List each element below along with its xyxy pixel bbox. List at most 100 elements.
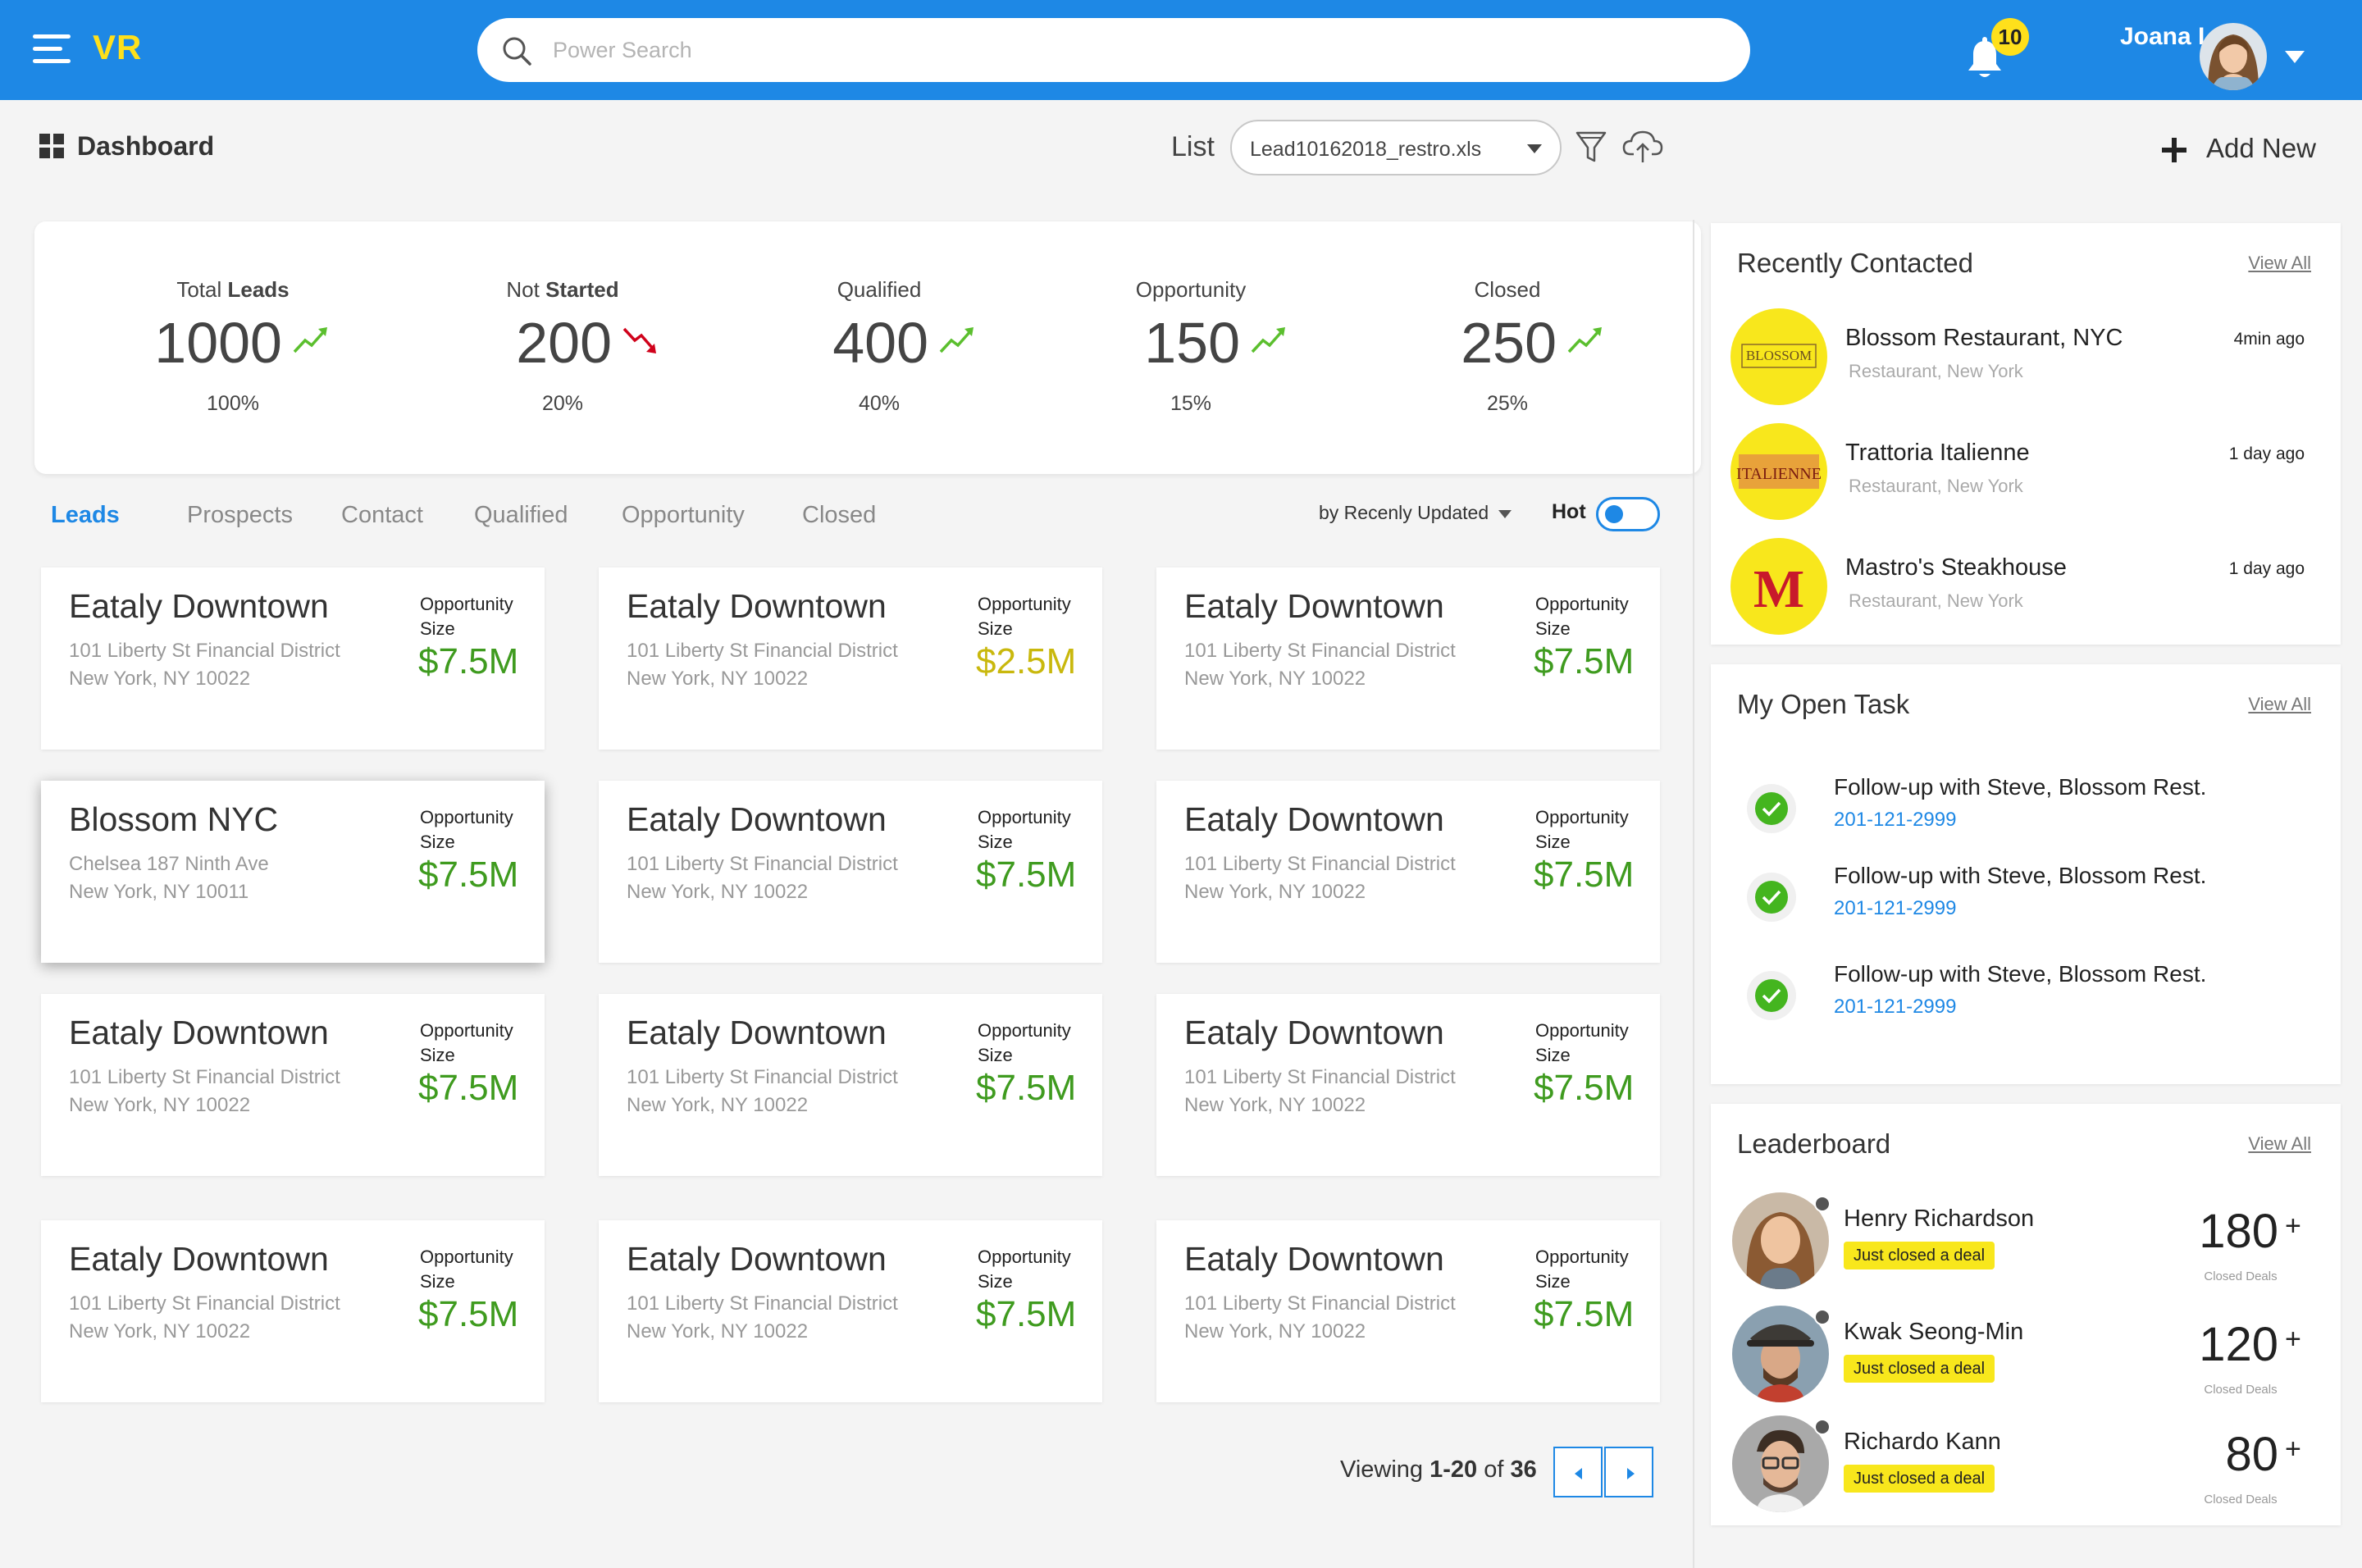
task-phone-link[interactable]: 201-121-2999 — [1834, 897, 1957, 919]
status-dot — [1814, 1419, 1831, 1435]
avatar[interactable] — [1732, 1306, 1829, 1402]
lead-address-line2: New York, NY 10022 — [1184, 1320, 1366, 1342]
closed-deals-caption: Closed Deals — [2204, 1383, 2278, 1397]
task-item: Follow-up with Steve, Blossom Rest. 201-… — [1747, 861, 2321, 943]
search-input[interactable] — [553, 28, 1717, 72]
chevron-left-icon — [1575, 1468, 1582, 1479]
lead-name: Eataly Downtown — [627, 1240, 887, 1278]
tab-qualified[interactable]: Qualified — [474, 502, 568, 528]
leader-name: Kwak Seong-Min — [1844, 1319, 2024, 1345]
stat-total-leads[interactable]: Total Leads 1000 100% — [110, 221, 356, 474]
opportunity-amount: $7.5M — [1534, 641, 1635, 681]
sort-dropdown[interactable]: by Recenly Updated — [1319, 502, 1512, 524]
stat-qualified[interactable]: Qualified 400 40% — [756, 221, 1002, 474]
task-phone-link[interactable]: 201-121-2999 — [1834, 809, 1957, 831]
leaderboard-entry: Kwak Seong-Min Just closed a deal 120 + … — [1732, 1306, 2323, 1404]
opportunity-amount: $7.5M — [976, 855, 1077, 895]
lead-name: Eataly Downtown — [69, 1240, 329, 1278]
stat-percent: 15% — [1170, 392, 1212, 415]
lead-card[interactable]: Eataly Downtown 101 Liberty St Financial … — [599, 994, 1102, 1176]
tab-closed[interactable]: Closed — [802, 502, 877, 528]
lead-name: Eataly Downtown — [1184, 1240, 1444, 1278]
lead-address-line1: 101 Liberty St Financial District — [1184, 1066, 1456, 1088]
cloud-upload-icon[interactable] — [1622, 128, 1663, 164]
logo-wordmark: BLOSSOM — [1746, 348, 1812, 363]
contact-name: Mastro's Steakhouse — [1845, 554, 2067, 581]
avatar[interactable] — [1732, 1192, 1829, 1289]
leader-name: Richardo Kann — [1844, 1429, 2001, 1455]
list-file-select[interactable]: Lead10162018_restro.xls — [1230, 120, 1562, 175]
opportunity-size-label: Opportunity Size — [1535, 594, 1629, 639]
prev-page-button[interactable] — [1553, 1447, 1603, 1497]
trend-up-icon — [293, 327, 327, 353]
view-all-link[interactable]: View All — [2248, 1133, 2311, 1154]
opportunity-amount: $7.5M — [1534, 855, 1635, 895]
filter-icon[interactable] — [1575, 130, 1607, 166]
avatar[interactable] — [1732, 1415, 1829, 1512]
leaderboard-entry: Henry Richardson Just closed a deal 180 … — [1732, 1192, 2323, 1291]
bell-icon[interactable] — [1965, 36, 2004, 82]
tab-opportunity[interactable]: Opportunity — [622, 502, 745, 528]
lead-card[interactable]: Eataly Downtown 101 Liberty St Financial … — [1156, 781, 1660, 963]
lead-card[interactable]: Blossom NYC Chelsea 187 Ninth Ave New York… — [41, 781, 545, 963]
lead-address-line1: 101 Liberty St Financial District — [1184, 853, 1456, 875]
lead-name: Eataly Downtown — [627, 800, 887, 838]
stat-not-started[interactable]: Not Started 200 20% — [440, 221, 686, 474]
recent-contact-item[interactable]: BLOSSOM Blossom Restaurant, NYC Restaura… — [1730, 308, 2321, 407]
opportunity-size-label: Opportunity Size — [1535, 1247, 1629, 1292]
opportunity-size-label: Opportunity Size — [420, 594, 513, 639]
lead-card[interactable]: Eataly Downtown 101 Liberty St Financial … — [1156, 567, 1660, 750]
stat-closed[interactable]: Closed 250 25% — [1384, 221, 1630, 474]
lead-card[interactable]: Eataly Downtown 101 Liberty St Financial … — [41, 1220, 545, 1402]
contact-category: Restaurant, New York — [1849, 476, 2023, 496]
power-search[interactable] — [477, 18, 1750, 82]
next-page-button[interactable] — [1604, 1447, 1653, 1497]
stat-label: Closed — [1474, 277, 1541, 302]
dashboard-grid-icon — [39, 134, 64, 158]
contact-category: Restaurant, New York — [1849, 361, 2023, 381]
logo-wordmark: M — [1753, 559, 1804, 619]
check-circle-icon[interactable] — [1747, 873, 1796, 922]
task-item: Follow-up with Steve, Blossom Rest. 201-… — [1747, 773, 2321, 855]
lead-name: Eataly Downtown — [1184, 587, 1444, 625]
lead-card[interactable]: Eataly Downtown 101 Liberty St Financial … — [41, 567, 545, 750]
lead-address-line1: 101 Liberty St Financial District — [1184, 640, 1456, 662]
stat-percent: 100% — [207, 392, 259, 415]
list-file-value: Lead10162018_restro.xls — [1250, 138, 1482, 161]
lead-card[interactable]: Eataly Downtown 101 Liberty St Financial … — [1156, 994, 1660, 1176]
opportunity-amount: $7.5M — [418, 1294, 519, 1334]
hamburger-menu-icon[interactable] — [33, 34, 71, 64]
lead-card[interactable]: Eataly Downtown 101 Liberty St Financial … — [41, 994, 545, 1176]
chevron-right-icon — [1627, 1468, 1635, 1479]
opportunity-size-label: Opportunity Size — [1535, 807, 1629, 852]
lead-address-line2: New York, NY 10022 — [69, 668, 251, 690]
contact-time: 1 day ago — [2228, 444, 2305, 463]
status-dot — [1814, 1196, 1831, 1212]
user-menu-chevron-down-icon[interactable] — [2285, 51, 2305, 63]
tab-leads[interactable]: Leads — [51, 502, 120, 528]
check-circle-icon[interactable] — [1747, 784, 1796, 833]
view-all-link[interactable]: View All — [2248, 694, 2311, 714]
panel-title: Leaderboard — [1737, 1128, 1891, 1159]
lead-address-line1: 101 Liberty St Financial District — [69, 1066, 340, 1088]
task-phone-link[interactable]: 201-121-2999 — [1834, 996, 1957, 1018]
opportunity-size-label: Opportunity Size — [420, 1247, 513, 1292]
list-label: List — [1171, 131, 1215, 162]
opportunity-size-label: Opportunity Size — [978, 594, 1071, 639]
user-avatar[interactable] — [2200, 23, 2267, 90]
check-circle-icon[interactable] — [1747, 971, 1796, 1020]
recent-contact-item[interactable]: ITALIENNE Trattoria Italienne Restaurant… — [1730, 423, 2321, 522]
lead-card[interactable]: Eataly Downtown 101 Liberty St Financial … — [599, 1220, 1102, 1402]
app-logo[interactable]: VR — [93, 28, 143, 66]
stat-value: 200 — [516, 311, 612, 375]
tab-prospects[interactable]: Prospects — [187, 502, 293, 528]
lead-card[interactable]: Eataly Downtown 101 Liberty St Financial … — [599, 567, 1102, 750]
lead-card[interactable]: Eataly Downtown 101 Liberty St Financial … — [1156, 1220, 1660, 1402]
lead-card[interactable]: Eataly Downtown 101 Liberty St Financial … — [599, 781, 1102, 963]
stat-opportunity[interactable]: Opportunity 150 15% — [1068, 221, 1314, 474]
tab-contact[interactable]: Contact — [341, 502, 423, 528]
recent-contact-item[interactable]: M Mastro's Steakhouse Restaurant, New Yo… — [1730, 538, 2321, 636]
hot-toggle[interactable] — [1596, 497, 1660, 531]
view-all-link[interactable]: View All — [2248, 253, 2311, 273]
lead-name: Eataly Downtown — [627, 1014, 887, 1051]
